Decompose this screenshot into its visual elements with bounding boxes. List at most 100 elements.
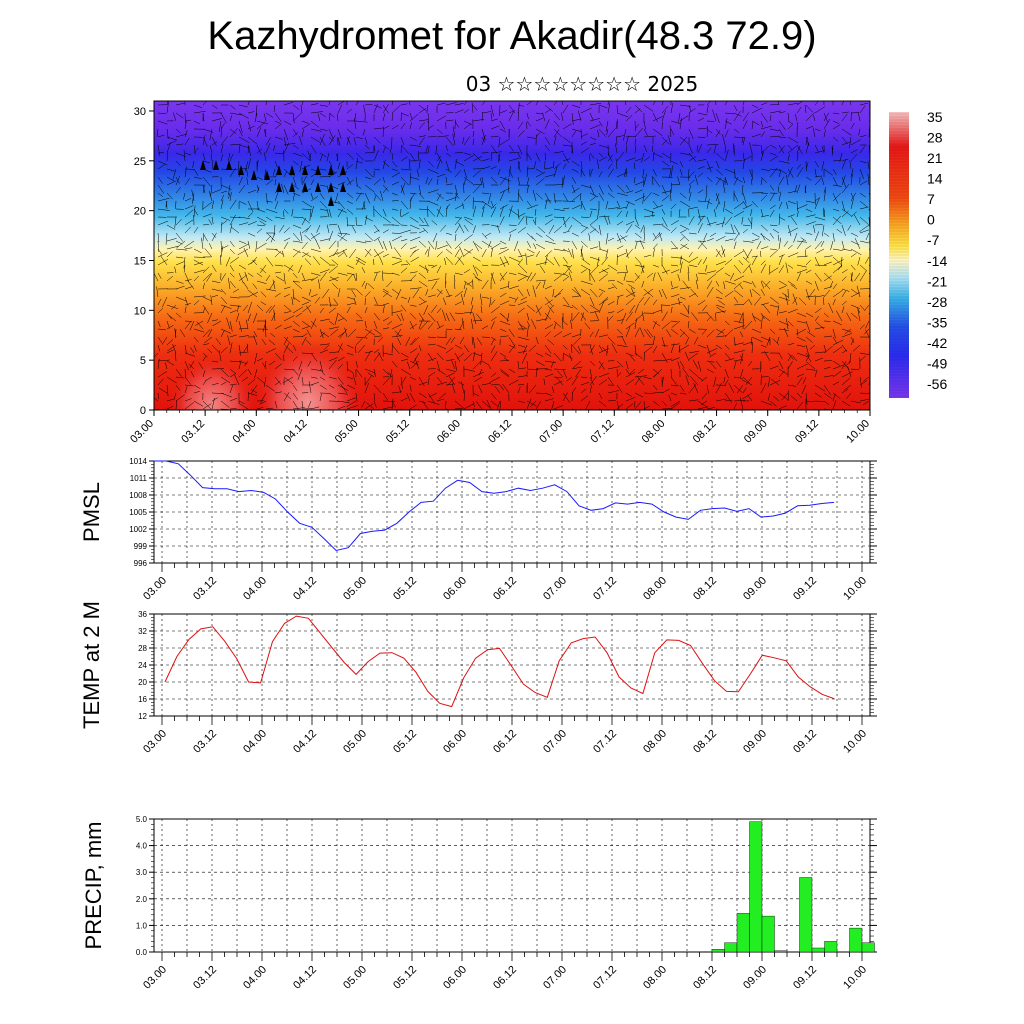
wind-vector: [205, 376, 213, 381]
wind-vector: [481, 192, 490, 194]
wind-vector: [795, 328, 807, 335]
wind-vector: [445, 152, 452, 157]
wind-vector: [562, 320, 568, 326]
wind-vector: [283, 171, 288, 178]
wind-vector: [166, 405, 174, 410]
wind-vector: [207, 328, 213, 338]
field-x-tick-label: 05.00: [333, 418, 361, 446]
wind-vector: [292, 306, 303, 314]
wind-vector: [724, 118, 728, 130]
wind-vector: [498, 248, 510, 255]
wind-vector: [292, 368, 299, 376]
wind-vector: [283, 101, 293, 106]
wind-vector: [706, 176, 713, 182]
x-tick-label: 07.12: [591, 728, 619, 756]
wind-vector: [642, 168, 645, 178]
wind-vector: [808, 288, 816, 298]
x-tick-label: 04.00: [241, 964, 269, 992]
wind-vector: [670, 306, 673, 314]
wind-vector: [364, 375, 373, 386]
wind-vector: [326, 208, 330, 218]
wind-vector: [634, 328, 640, 338]
wind-vector: [355, 224, 363, 227]
wind-vector: [409, 271, 418, 274]
wind-vector: [760, 288, 765, 296]
wind-vector: [193, 269, 205, 274]
wind-barb: [226, 160, 232, 170]
wind-vector: [832, 328, 836, 339]
wind-vector: [463, 152, 471, 156]
wind-vector: [553, 208, 565, 212]
wind-vector: [389, 368, 393, 378]
wind-vector: [340, 383, 348, 394]
wind-vector: [517, 208, 520, 220]
wind-vector: [474, 243, 483, 250]
wind-vector: [337, 224, 342, 236]
wind-vector: [463, 101, 468, 106]
wind-vector: [238, 403, 249, 410]
wind-vector: [436, 352, 444, 361]
wind-vector: [247, 111, 255, 114]
wind-vector: [481, 202, 487, 210]
wind-vector: [265, 274, 271, 282]
x-tick-label: 07.00: [541, 964, 569, 992]
wind-vector: [598, 171, 603, 178]
wind-vector: [769, 168, 781, 171]
wind-vector: [355, 312, 363, 319]
wind-vector: [636, 375, 645, 386]
wind-vector: [242, 376, 249, 382]
wind-vector: [218, 120, 222, 133]
wind-vector: [382, 290, 393, 298]
wind-vector: [438, 392, 447, 400]
wind-vector: [259, 264, 267, 274]
wind-vector: [715, 160, 720, 169]
wind-vector: [749, 265, 753, 274]
wind-vector: [292, 192, 300, 196]
wind-vector: [786, 318, 789, 330]
field-x-tick-label: 06.00: [435, 418, 463, 446]
wind-vector: [616, 296, 619, 306]
wind-vector: [787, 308, 798, 314]
wind-vector: [273, 104, 276, 113]
wind-vector: [517, 336, 530, 341]
wind-vector: [607, 154, 613, 162]
wind-vector: [436, 398, 445, 402]
wind-vector: [436, 307, 442, 314]
wind-vector: [454, 352, 461, 362]
wind-vector: [814, 175, 823, 178]
wind-vector: [184, 279, 192, 282]
wind-vector: [373, 328, 382, 335]
wind-vector: [166, 192, 173, 200]
wind-vector: [742, 341, 753, 346]
wind-vector: [247, 313, 251, 322]
wind-vector: [791, 355, 798, 362]
wind-vector: [742, 379, 753, 386]
wind-vector: [814, 295, 825, 298]
colorbar-label: -7: [927, 232, 940, 248]
wind-vector: [769, 267, 779, 274]
wind-vector: [670, 247, 678, 250]
precip-bar: [736, 913, 750, 953]
wind-vector: [409, 392, 416, 403]
wind-vector: [543, 378, 546, 386]
wind-vector: [841, 349, 848, 354]
wind-vector: [537, 226, 546, 234]
wind-vector: [562, 304, 574, 309]
wind-vector: [823, 375, 834, 378]
wind-vector: [625, 368, 630, 375]
wind-vector: [394, 330, 402, 338]
wind-vector: [373, 229, 380, 234]
wind-vector: [470, 318, 474, 330]
wind-vector: [715, 296, 723, 300]
wind-vector: [367, 283, 375, 290]
wind-vector: [778, 296, 790, 301]
wind-vector: [463, 312, 473, 314]
wind-vector: [229, 143, 241, 146]
y-tick-label: 20: [138, 678, 147, 687]
wind-vector: [557, 370, 564, 378]
wind-vector: [382, 272, 394, 274]
wind-vector: [805, 368, 816, 371]
wind-vector: [337, 128, 342, 140]
wind-vector: [256, 144, 262, 155]
wind-vector: [553, 352, 562, 362]
